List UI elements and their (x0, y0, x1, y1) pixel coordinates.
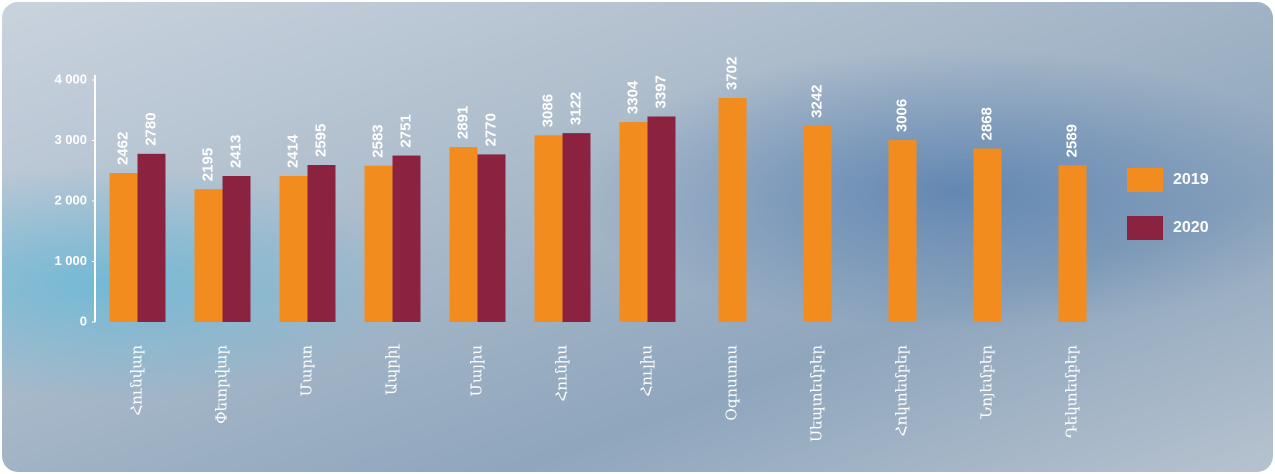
x-tick-label: Նոյեմբեր (978, 345, 996, 420)
value-label: 2195 (199, 148, 216, 181)
y-tick-label: 4 000 (54, 71, 87, 86)
value-label: 3006 (893, 99, 910, 132)
bar (279, 175, 308, 322)
value-label: 2414 (284, 134, 301, 168)
value-label: 2780 (142, 112, 159, 145)
bar (137, 153, 166, 322)
bar (619, 122, 648, 322)
value-label: 3242 (808, 84, 825, 117)
x-tick-label: Հունիս (553, 345, 571, 402)
value-label: 3304 (624, 80, 641, 114)
bar (562, 133, 591, 322)
y-tick-label: 1 000 (54, 253, 87, 268)
x-tick-label: Հունվար (128, 345, 146, 416)
bar (392, 155, 421, 322)
value-label: 2770 (482, 113, 499, 146)
bar (307, 165, 336, 322)
bar (1058, 165, 1087, 322)
bar (718, 98, 747, 323)
bar (364, 165, 393, 322)
y-tick-label: 0 (80, 313, 87, 328)
value-label: 3397 (652, 75, 669, 108)
x-tick-label: Մարտ (298, 345, 316, 396)
value-label: 2462 (114, 132, 131, 165)
value-label: 2595 (312, 124, 329, 157)
legend-label: 2019 (1173, 171, 1209, 188)
legend-swatch (1127, 168, 1163, 192)
bar (647, 116, 676, 322)
bar (534, 135, 563, 322)
bar (449, 147, 478, 322)
legend-label: 2020 (1173, 219, 1209, 236)
bar (888, 140, 917, 322)
bar (477, 154, 506, 322)
value-label: 2583 (369, 124, 386, 157)
bar (194, 189, 223, 322)
x-tick-label: Դեկտեմբեր (1063, 345, 1081, 438)
value-label: 2891 (454, 106, 471, 139)
x-tick-label: Մայիս (468, 345, 486, 397)
x-tick-label: Հուլիս (638, 345, 656, 397)
x-tick-label: Հոկտեմբեր (893, 345, 911, 437)
x-tick-label: Փետրվար (213, 345, 231, 424)
bar (222, 176, 251, 322)
bar (803, 125, 832, 322)
x-tick-label: Օգոստոս (723, 345, 741, 421)
value-label: 2589 (1063, 124, 1080, 157)
x-tick-label: Սեպտեմբեր (808, 345, 826, 442)
y-tick-label: 2 000 (54, 192, 87, 207)
bar (973, 148, 1002, 322)
value-label: 2751 (397, 114, 414, 147)
legend-swatch (1127, 216, 1163, 240)
value-label: 2413 (227, 135, 244, 168)
x-tick-label: Ապրիլ (383, 344, 401, 395)
y-tick-label: 3 000 (54, 132, 87, 147)
value-label: 3086 (539, 94, 556, 127)
value-label: 3702 (723, 57, 740, 90)
value-label: 3122 (567, 92, 584, 125)
value-label: 2868 (978, 107, 995, 140)
bar (109, 173, 138, 322)
